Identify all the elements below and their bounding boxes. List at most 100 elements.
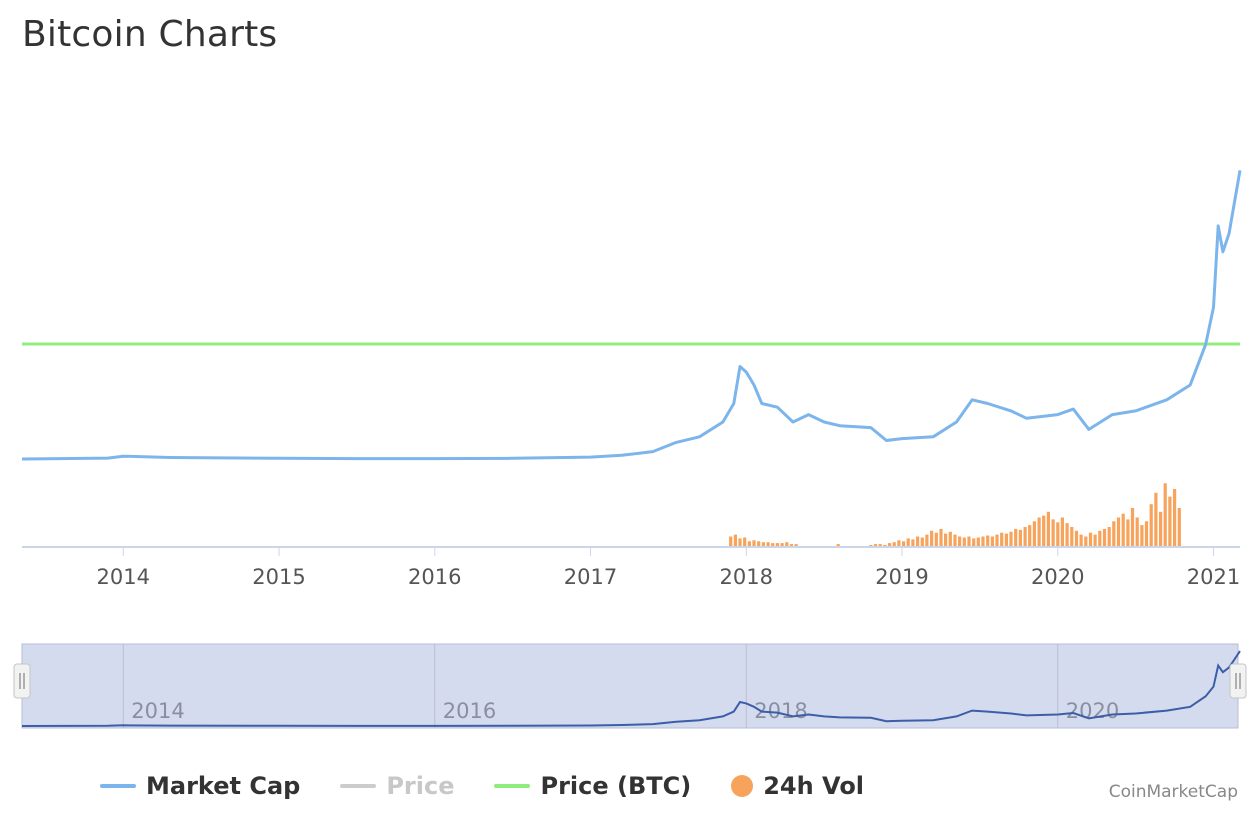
market-cap-line[interactable] (21, 170, 1242, 461)
volume-bar[interactable] (920, 537, 924, 547)
volume-bar[interactable] (944, 533, 948, 546)
volume-bar[interactable] (743, 537, 747, 547)
volume-bar[interactable] (761, 542, 765, 546)
volume-bar[interactable] (785, 542, 789, 546)
volume-bar[interactable] (972, 538, 976, 546)
volume-bar[interactable] (1028, 525, 1032, 546)
volume-bar[interactable] (1116, 517, 1121, 547)
volume-bar[interactable] (939, 528, 943, 546)
volume-bar[interactable] (1126, 519, 1130, 546)
volume-bar[interactable] (892, 542, 896, 546)
volume-bar[interactable] (738, 538, 742, 546)
credits-link[interactable]: CoinMarketCap (1108, 782, 1238, 802)
volume-bar[interactable] (995, 534, 999, 546)
volume-bar[interactable] (1014, 528, 1018, 546)
volume-bar[interactable] (1088, 532, 1093, 546)
volume-bar[interactable] (925, 534, 929, 546)
legend-item-price[interactable]: Price (340, 772, 454, 800)
volume-bar[interactable] (873, 544, 878, 546)
volume-bar[interactable] (967, 536, 971, 547)
navigator-tick-label: 2016 (443, 699, 496, 723)
volume-bar[interactable] (836, 544, 840, 546)
navigator[interactable]: 2014 2016 2018 2020 (13, 643, 1247, 729)
volume-bar[interactable] (1107, 527, 1111, 546)
volume-bar[interactable] (1159, 511, 1163, 546)
volume-bar[interactable] (1098, 530, 1102, 546)
volume-bar[interactable] (962, 537, 966, 547)
legend-label: Price (386, 772, 455, 800)
volume-bar[interactable] (869, 545, 873, 546)
volume-bar[interactable] (1130, 508, 1135, 546)
volume-bar[interactable] (934, 532, 938, 546)
legend-item-price-btc[interactable]: Price (BTC) (494, 772, 691, 800)
volume-bar[interactable] (789, 544, 793, 546)
volume-bar[interactable] (1042, 515, 1046, 546)
navigator-handle-right[interactable] (1229, 663, 1247, 699)
volume-bar[interactable] (1070, 527, 1074, 546)
volume-bar[interactable] (747, 541, 751, 547)
volume-bar[interactable] (1144, 521, 1149, 546)
volume-bar[interactable] (1121, 513, 1125, 546)
x-tick-label: 2017 (564, 565, 617, 589)
legend-item-24h-vol[interactable]: 24h Vol (731, 772, 864, 800)
volume-bar[interactable] (902, 541, 906, 547)
volume-bar[interactable] (948, 531, 952, 547)
volume-bar[interactable] (888, 543, 892, 546)
volume-bar[interactable] (1009, 531, 1013, 547)
volume-bar[interactable] (897, 540, 901, 546)
volume-bar[interactable] (1173, 489, 1177, 546)
volume-bar[interactable] (1177, 508, 1181, 546)
volume-bar[interactable] (1065, 523, 1069, 546)
x-tick-label: 2019 (875, 565, 928, 589)
x-tick-label: 2015 (252, 565, 305, 589)
volume-bar[interactable] (775, 543, 779, 546)
x-axis-ticks: 2014 2015 2016 2017 2018 2019 2020 2021 (97, 547, 1240, 589)
volume-bar[interactable] (1163, 483, 1167, 546)
volume-bar[interactable] (766, 542, 770, 546)
volume-bar[interactable] (976, 537, 980, 547)
volume-bar[interactable] (771, 543, 775, 546)
volume-bar[interactable] (1060, 517, 1064, 547)
volume-bar[interactable] (986, 535, 990, 546)
volume-bar[interactable] (780, 543, 784, 546)
volume-bar[interactable] (752, 540, 756, 546)
volume-bar[interactable] (1140, 525, 1144, 546)
volume-bar[interactable] (958, 536, 962, 547)
volume-bar[interactable] (1168, 496, 1172, 546)
volume-bar[interactable] (1046, 511, 1050, 546)
legend-item-market-cap[interactable]: Market Cap (100, 772, 300, 800)
volume-bar[interactable] (981, 536, 985, 547)
navigator-handle-left[interactable] (13, 663, 31, 699)
volume-bar[interactable] (1056, 522, 1060, 547)
volume-bar[interactable] (1149, 504, 1153, 546)
volume-bar[interactable] (1032, 521, 1036, 546)
volume-bar[interactable] (1079, 534, 1083, 546)
volume-bar[interactable] (733, 534, 737, 546)
volume-bar[interactable] (1074, 530, 1079, 546)
volume-bar[interactable] (930, 530, 934, 546)
volume-bar[interactable] (1084, 536, 1088, 547)
volume-bar[interactable] (729, 536, 733, 547)
volume-bar[interactable] (906, 538, 910, 546)
volume-bar[interactable] (911, 539, 915, 547)
page-title: Bitcoin Charts (22, 14, 278, 55)
volume-bar[interactable] (1093, 534, 1097, 546)
volume-bar[interactable] (916, 536, 920, 547)
bitcoin-chart: 2014 2015 2016 2017 2018 2019 2020 2021 2014 201… (13, 170, 1247, 729)
volume-bar[interactable] (1051, 519, 1055, 546)
volume-bar[interactable] (1023, 527, 1027, 546)
volume-bar[interactable] (953, 534, 957, 546)
volume-bar[interactable] (878, 544, 882, 546)
volume-bar[interactable] (1112, 521, 1116, 546)
volume-bar[interactable] (1004, 533, 1008, 546)
volume-bar[interactable] (757, 541, 761, 547)
volume-bar[interactable] (1154, 492, 1158, 546)
volume-bar[interactable] (1037, 517, 1041, 547)
volume-bar[interactable] (1018, 529, 1022, 547)
volume-bar[interactable] (1000, 532, 1004, 546)
volume-bar[interactable] (1102, 528, 1107, 546)
volume-bar[interactable] (883, 545, 887, 546)
volume-bar[interactable] (1135, 517, 1139, 547)
volume-bar[interactable] (990, 536, 994, 547)
volume-bar[interactable] (794, 544, 798, 546)
